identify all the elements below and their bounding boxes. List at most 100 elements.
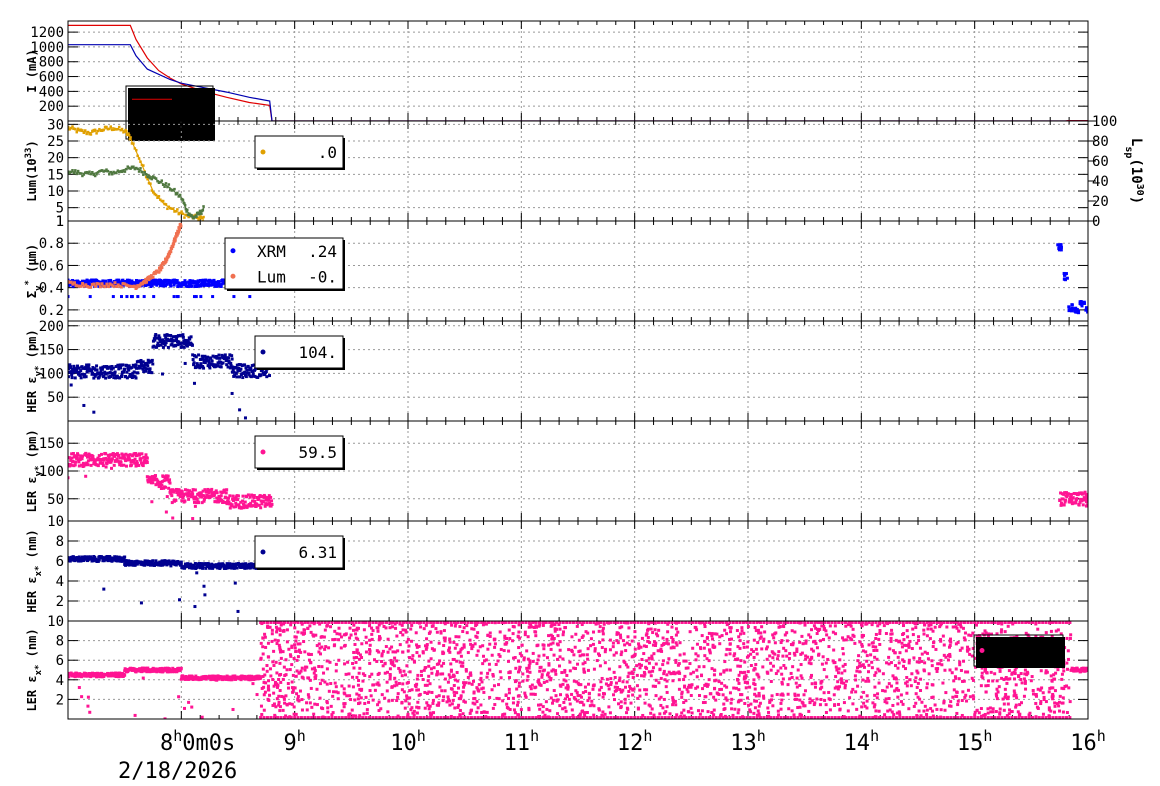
data-point bbox=[873, 705, 876, 708]
data-point bbox=[81, 457, 84, 460]
data-point bbox=[517, 701, 520, 704]
legend-value: .0 bbox=[318, 143, 337, 162]
data-point bbox=[546, 680, 549, 683]
data-point bbox=[225, 491, 228, 494]
data-point bbox=[202, 209, 205, 212]
data-point bbox=[791, 709, 794, 712]
data-point bbox=[536, 658, 539, 661]
data-point bbox=[542, 654, 545, 657]
data-point bbox=[864, 680, 867, 683]
data-point bbox=[1023, 695, 1026, 698]
data-point bbox=[416, 674, 419, 677]
y2-tick-label: 40 bbox=[1092, 174, 1109, 190]
data-point bbox=[609, 648, 612, 651]
data-point bbox=[280, 695, 283, 698]
data-point bbox=[823, 699, 826, 702]
data-point bbox=[391, 625, 394, 628]
data-point bbox=[256, 693, 259, 696]
data-point bbox=[184, 362, 187, 365]
data-point bbox=[354, 632, 357, 635]
data-point bbox=[876, 692, 879, 695]
data-point bbox=[683, 675, 686, 678]
data-point bbox=[90, 133, 93, 136]
data-point bbox=[142, 456, 145, 459]
data-point bbox=[167, 475, 170, 478]
data-point bbox=[515, 688, 518, 691]
data-point bbox=[957, 700, 960, 703]
data-point bbox=[791, 665, 794, 668]
data-point bbox=[146, 461, 149, 464]
data-point bbox=[756, 673, 759, 676]
data-point bbox=[357, 679, 360, 682]
data-point bbox=[113, 281, 116, 284]
data-point bbox=[687, 690, 690, 693]
data-point bbox=[658, 712, 661, 715]
legend-marker bbox=[261, 450, 266, 455]
legend-value: 6.31 bbox=[298, 543, 337, 562]
data-point bbox=[431, 702, 434, 705]
data-point bbox=[811, 682, 814, 685]
data-point bbox=[169, 250, 172, 253]
data-point bbox=[663, 698, 666, 701]
data-point bbox=[876, 696, 879, 699]
data-point bbox=[780, 673, 783, 676]
data-point bbox=[186, 345, 189, 348]
data-point bbox=[292, 674, 295, 677]
data-point bbox=[184, 204, 187, 207]
data-point bbox=[197, 353, 200, 356]
data-point bbox=[195, 571, 198, 574]
data-point bbox=[182, 336, 185, 339]
data-point bbox=[943, 669, 946, 672]
data-point bbox=[457, 687, 460, 690]
data-point bbox=[518, 682, 521, 685]
data-point bbox=[928, 672, 931, 675]
data-point bbox=[915, 692, 918, 695]
data-point bbox=[262, 668, 265, 671]
data-point bbox=[335, 663, 338, 666]
data-point bbox=[701, 687, 704, 690]
data-point bbox=[334, 682, 337, 685]
data-point bbox=[737, 682, 740, 685]
data-point bbox=[754, 663, 757, 666]
data-point bbox=[340, 685, 343, 688]
data-point bbox=[411, 654, 414, 657]
data-point bbox=[967, 689, 970, 692]
data-point bbox=[235, 375, 238, 378]
data-point bbox=[678, 662, 681, 665]
data-point bbox=[665, 685, 668, 688]
data-point bbox=[324, 629, 327, 632]
data-point bbox=[146, 364, 149, 367]
data-point bbox=[79, 285, 82, 288]
data-point bbox=[169, 285, 172, 288]
data-point bbox=[608, 687, 611, 690]
data-point bbox=[817, 654, 820, 657]
data-point bbox=[422, 678, 425, 681]
y-tick-label: 50 bbox=[47, 390, 64, 406]
data-point bbox=[914, 676, 917, 679]
data-point bbox=[76, 173, 79, 176]
data-point bbox=[111, 173, 114, 176]
data-point bbox=[163, 185, 166, 188]
data-point bbox=[1059, 695, 1062, 698]
data-point bbox=[248, 295, 251, 298]
data-point bbox=[350, 634, 353, 637]
data-point bbox=[243, 363, 246, 366]
data-point bbox=[277, 704, 280, 707]
data-point bbox=[833, 693, 836, 696]
data-point bbox=[627, 675, 630, 678]
data-point bbox=[618, 677, 621, 680]
data-point bbox=[261, 636, 264, 639]
data-point bbox=[190, 706, 193, 709]
data-point bbox=[488, 696, 491, 699]
data-point bbox=[851, 702, 854, 705]
data-point bbox=[398, 682, 401, 685]
y-tick-label: 4 bbox=[56, 673, 64, 689]
data-point bbox=[160, 266, 163, 269]
data-point bbox=[652, 652, 655, 655]
data-point bbox=[269, 626, 272, 629]
data-point bbox=[338, 633, 341, 636]
data-point bbox=[202, 216, 205, 219]
data-point bbox=[271, 503, 274, 506]
